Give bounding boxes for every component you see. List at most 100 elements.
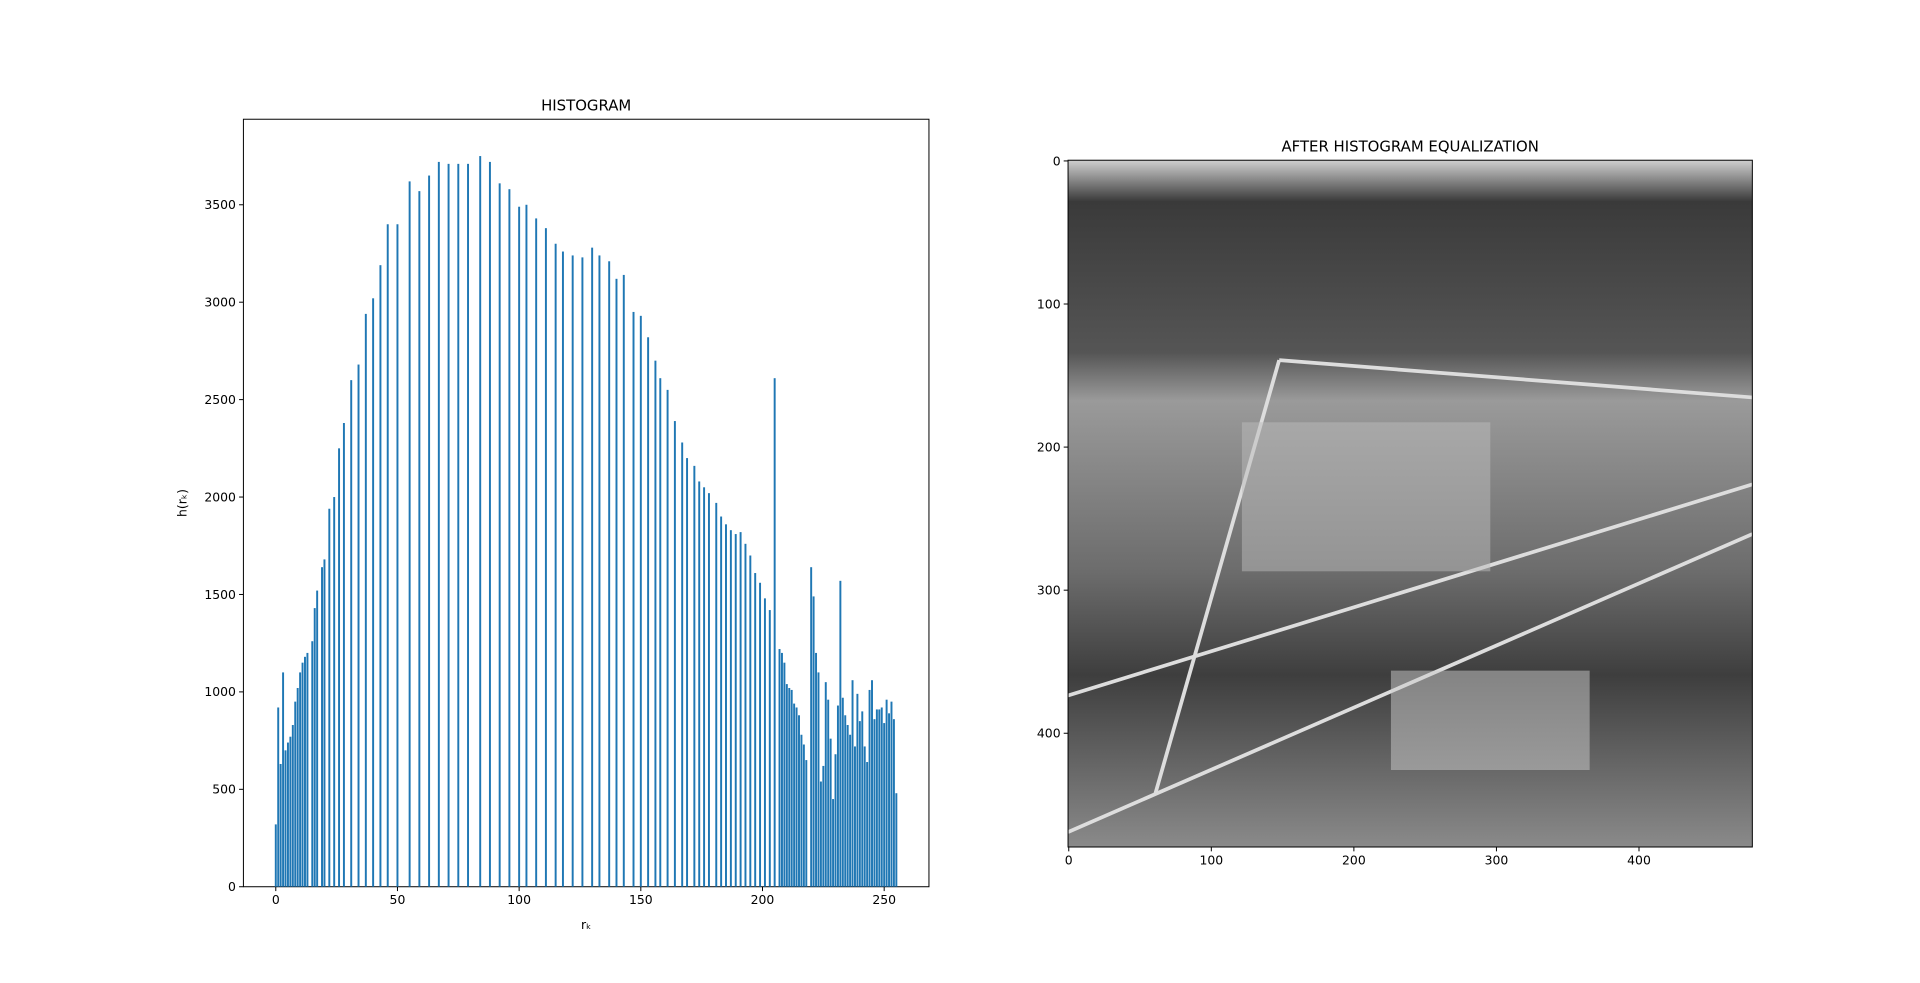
bar xyxy=(428,175,431,887)
bar xyxy=(768,610,771,887)
bar xyxy=(703,487,706,887)
bar xyxy=(734,534,737,887)
bar xyxy=(844,715,847,887)
bar xyxy=(554,243,557,887)
bar xyxy=(822,765,825,887)
bar xyxy=(647,337,650,887)
bar xyxy=(858,721,861,887)
y-tick-label: 2000 xyxy=(204,489,236,504)
image-detail xyxy=(1390,670,1590,770)
bar xyxy=(875,709,878,887)
bar xyxy=(773,378,776,887)
bar xyxy=(805,760,808,887)
x-tick-label: 250 xyxy=(872,892,896,907)
y-tick-label: 1000 xyxy=(204,684,236,699)
bar xyxy=(622,274,625,887)
bar xyxy=(783,662,786,887)
bar xyxy=(861,711,864,887)
bar xyxy=(364,313,367,887)
bar xyxy=(591,247,594,887)
bar xyxy=(790,689,793,887)
y-tick-label: 500 xyxy=(212,782,236,797)
bar xyxy=(379,265,382,887)
bar xyxy=(729,530,732,887)
bar xyxy=(408,181,411,887)
x-tick-label: 0 xyxy=(1065,852,1073,867)
bar xyxy=(291,725,294,887)
bar xyxy=(396,224,399,887)
bar xyxy=(778,649,781,887)
bar xyxy=(885,699,888,887)
bar xyxy=(535,218,538,887)
bar xyxy=(581,257,584,887)
bar xyxy=(357,364,360,887)
bar xyxy=(853,746,856,887)
bar xyxy=(720,516,723,887)
bar xyxy=(793,703,796,887)
bar xyxy=(686,458,689,887)
bar xyxy=(883,723,886,887)
bar xyxy=(615,278,618,887)
y-tick-label: 400 xyxy=(1037,726,1061,741)
bar xyxy=(666,389,669,887)
bar xyxy=(878,709,881,887)
bar xyxy=(279,763,282,887)
bar xyxy=(498,183,501,887)
bar xyxy=(834,754,837,887)
y-tick-label: 0 xyxy=(1053,153,1061,168)
image-detail xyxy=(1241,422,1491,572)
x-tick-label: 300 xyxy=(1485,852,1509,867)
bar xyxy=(467,163,470,887)
bar xyxy=(598,255,601,887)
bar xyxy=(274,824,277,887)
bar xyxy=(810,567,813,887)
y-tick-label: 300 xyxy=(1037,583,1061,598)
bar xyxy=(715,502,718,887)
bar xyxy=(744,543,747,887)
bar xyxy=(447,163,450,887)
bar xyxy=(418,191,421,887)
bar xyxy=(836,705,839,887)
bar xyxy=(673,421,676,887)
bar xyxy=(328,508,331,887)
bar xyxy=(815,652,818,887)
bar xyxy=(299,672,302,887)
axes-frame xyxy=(1067,159,1753,848)
bar xyxy=(800,734,803,887)
bar xyxy=(873,719,876,887)
bar xyxy=(323,559,326,887)
bar xyxy=(338,448,341,887)
y-tick-label: 200 xyxy=(1037,439,1061,454)
x-tick-label: 100 xyxy=(507,892,531,907)
bar xyxy=(749,555,752,887)
bar xyxy=(296,687,299,887)
bar xyxy=(832,799,835,887)
bar xyxy=(795,707,798,887)
bar xyxy=(785,684,788,887)
bar xyxy=(707,493,710,887)
bar xyxy=(819,781,822,887)
bar xyxy=(282,672,285,887)
x-tick-label: 0 xyxy=(272,892,280,907)
bar xyxy=(725,524,727,887)
bar xyxy=(277,707,280,887)
bar xyxy=(759,582,762,887)
y-tick-label: 3500 xyxy=(204,197,236,212)
x-axis-label: rₖ xyxy=(581,917,591,932)
bar xyxy=(698,481,701,887)
bar xyxy=(866,762,869,887)
bar xyxy=(824,682,827,887)
bar xyxy=(763,598,766,887)
bar xyxy=(863,746,866,887)
bar xyxy=(304,656,306,887)
bar xyxy=(386,224,389,887)
y-tick-label: 2500 xyxy=(204,392,236,407)
bar xyxy=(788,687,791,887)
x-tick-label: 200 xyxy=(1342,852,1366,867)
bar xyxy=(892,719,895,887)
y-axis-label: h(rₖ) xyxy=(174,489,189,517)
bar xyxy=(780,652,783,887)
bar xyxy=(457,163,460,887)
bar xyxy=(294,701,297,887)
